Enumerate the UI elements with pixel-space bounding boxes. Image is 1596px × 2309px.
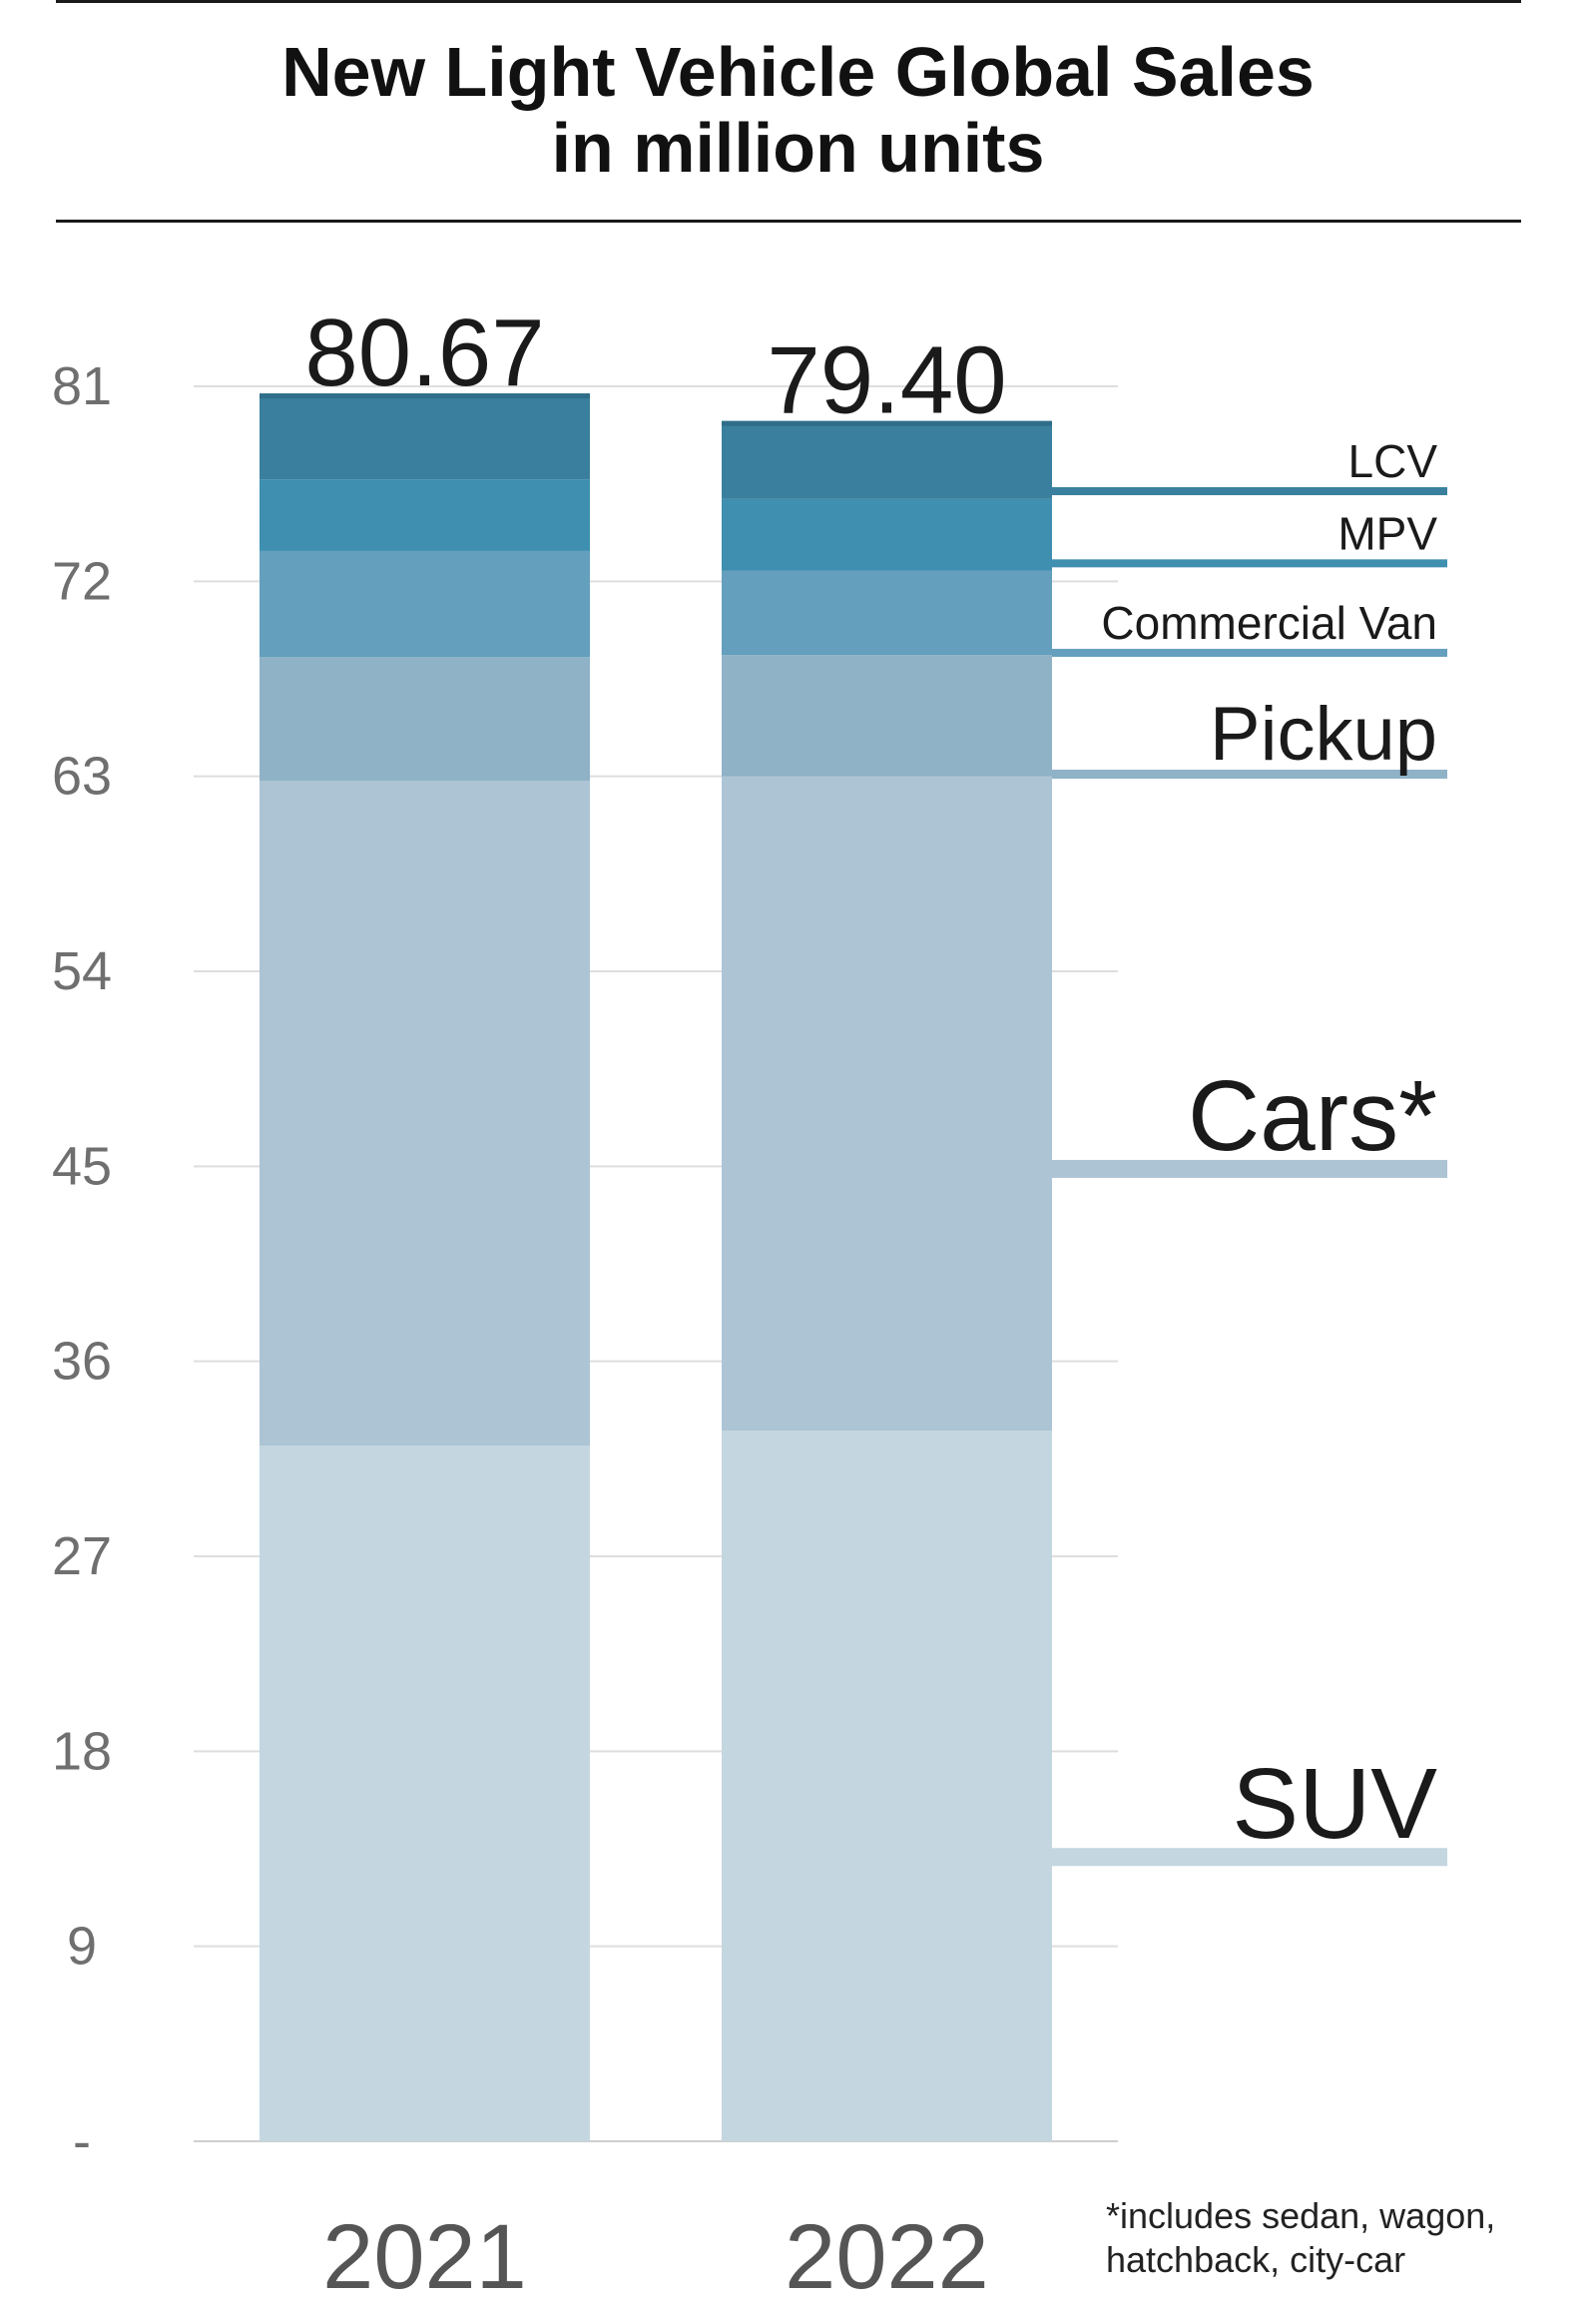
footnote-line-2: hatchback, city-car — [1106, 2239, 1406, 2280]
y-tick-label: 54 — [52, 941, 112, 1001]
bar-segment-suv-2021 — [260, 1445, 590, 2141]
total-label-2021: 80.67 — [304, 299, 544, 406]
bar-segment-suv-2022 — [722, 1431, 1052, 2141]
y-tick-label: 45 — [52, 1136, 112, 1196]
legend-label-cars: Cars* — [1188, 1060, 1437, 1172]
bar-segment-mpv-2021 — [260, 479, 590, 551]
legend-line-mpv — [1052, 559, 1447, 568]
title-line-2: in million units — [551, 109, 1045, 187]
legend-label-commercialvan: Commercial Van — [1101, 597, 1437, 649]
title-bottom-rule — [56, 220, 1521, 223]
title-line-1: New Light Vehicle Global Sales — [281, 33, 1315, 111]
legend-line-pickup — [1052, 769, 1447, 779]
bar-top-edge-2021 — [260, 393, 590, 399]
bar-top-edge-2022 — [722, 420, 1052, 426]
y-tick-label: 18 — [52, 1721, 112, 1781]
total-label-2022: 79.40 — [767, 327, 1006, 434]
chart-title: New Light Vehicle Global Sales in millio… — [0, 34, 1596, 186]
legend-line-commercialvan — [1052, 648, 1447, 657]
y-tick-label: 72 — [52, 551, 112, 611]
y-tick-label: 81 — [52, 356, 112, 416]
bar-segment-cars-2021 — [260, 781, 590, 1446]
y-tick-label: 63 — [52, 747, 112, 807]
bar-segment-lcv-2022 — [722, 420, 1052, 499]
legend-label-suv: SUV — [1232, 1748, 1437, 1860]
bar-segment-commercialvan-2021 — [260, 550, 590, 658]
y-tick-label: 36 — [52, 1332, 112, 1392]
legend-line-cars — [1052, 1159, 1447, 1178]
legend-line-lcv — [1052, 487, 1447, 496]
legend-label-lcv: LCV — [1348, 435, 1438, 487]
bar-segment-cars-2022 — [722, 776, 1052, 1432]
bar-segment-pickup-2021 — [260, 657, 590, 782]
x-category-label: 2021 — [322, 2206, 527, 2308]
x-category-label: 2022 — [785, 2206, 989, 2308]
top-rule — [56, 0, 1521, 3]
y-tick-label: 9 — [67, 1917, 97, 1977]
y-tick-label: 27 — [52, 1526, 112, 1586]
footnote: *includes sedan, wagon, hatchback, city-… — [1106, 2194, 1585, 2282]
bar-segment-mpv-2022 — [722, 498, 1052, 571]
legend-label-mpv: MPV — [1337, 507, 1437, 559]
footnote-line-1: *includes sedan, wagon, — [1106, 2195, 1496, 2236]
legend-line-suv — [1052, 1848, 1447, 1867]
bar-segment-lcv-2021 — [260, 393, 590, 480]
bar-segment-pickup-2022 — [722, 655, 1052, 777]
y-tick-label: - — [73, 2111, 91, 2171]
legend-label-pickup: Pickup — [1210, 692, 1437, 777]
bar-segment-commercialvan-2022 — [722, 570, 1052, 656]
